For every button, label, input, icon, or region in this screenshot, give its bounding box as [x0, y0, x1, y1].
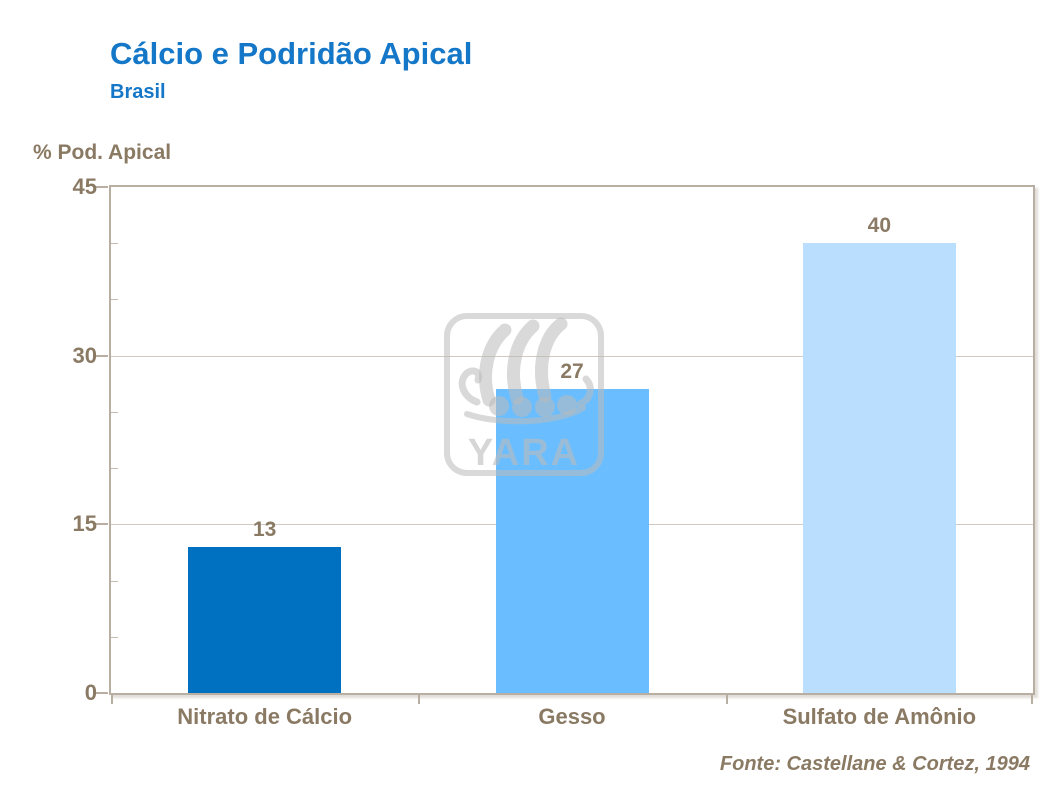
bar-value-label: 27 [560, 360, 584, 384]
category-label: Sulfato de Amônio [782, 704, 977, 729]
y-minor-tick-35 [111, 299, 118, 301]
y-minor-tick-10 [111, 580, 118, 582]
y-major-tick-0 [96, 692, 108, 694]
x-tick-3 [1031, 695, 1033, 704]
y-minor-tick-40 [111, 243, 118, 245]
y-tick-label-30: 30 [72, 342, 97, 368]
y-major-tick-30 [96, 354, 108, 357]
y-axis-title: % Pod. Apical [33, 141, 172, 164]
y-tick-label-45: 45 [72, 174, 97, 199]
y-minor-tick-5 [111, 636, 118, 638]
y-tick-label-0: 0 [84, 680, 97, 705]
category-label: Nitrato de Cálcio [177, 704, 353, 729]
y-major-tick-15 [96, 523, 108, 526]
y-minor-tick-25 [111, 411, 118, 413]
y-major-tick-45 [96, 186, 108, 188]
bar-value-label: 40 [867, 214, 892, 238]
x-axis-category-labels: Nitrato de Cálcio Gesso Sulfato de Amônio [111, 704, 1033, 734]
source-citation: Fonte: Castellane & Cortez, 1994 [719, 753, 1030, 775]
x-tick-0 [111, 695, 113, 704]
bar-nitrato-de-c-lcio [188, 546, 342, 693]
bar-sulfato-de-am-nio [802, 243, 956, 693]
plot-area: 13 27 40 [96, 185, 1035, 704]
category-label: Gesso [538, 704, 606, 729]
chart-subtitle: Brasil [110, 81, 166, 103]
chart-title: Cálcio e Podridão Apical [110, 36, 473, 71]
x-tick-1 [418, 695, 421, 704]
bar-gesso [495, 389, 649, 693]
x-tick-2 [725, 695, 728, 704]
y-axis-tick-labels: 0 15 30 45 [30, 175, 97, 705]
y-minor-tick-20 [111, 468, 118, 470]
y-tick-label-15: 15 [72, 511, 97, 537]
bar-value-label: 13 [252, 517, 277, 541]
